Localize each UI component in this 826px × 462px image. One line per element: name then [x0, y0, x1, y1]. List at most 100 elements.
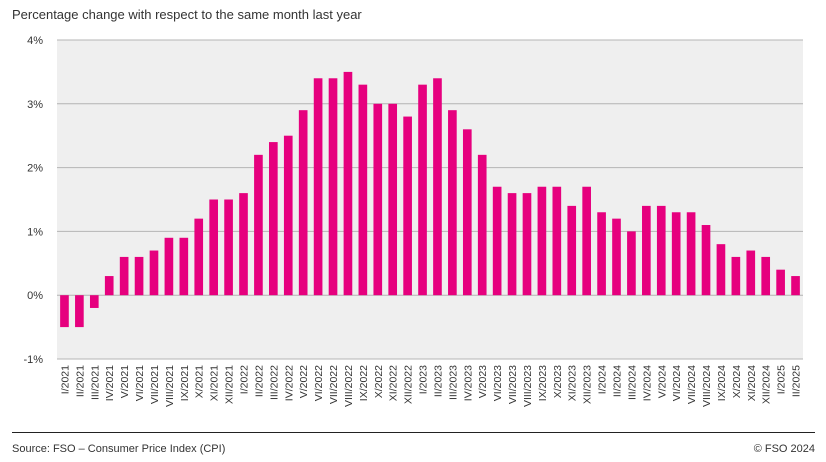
x-tick-label: III/2021 [89, 365, 101, 400]
bar [418, 84, 427, 296]
bar [164, 237, 174, 296]
bar [477, 154, 487, 296]
x-tick-label: X/2022 [373, 365, 385, 398]
x-tick-label: IX/2022 [358, 365, 370, 401]
bar [403, 116, 412, 296]
bar [492, 186, 502, 296]
x-tick-label: VI/2022 [313, 365, 325, 401]
source-note: Source: FSO – Consumer Price Index (CPI) [12, 443, 226, 455]
x-tick-label: I/2023 [418, 365, 430, 394]
x-tick-label: VIII/2024 [701, 365, 713, 407]
x-tick-label: IX/2024 [716, 365, 728, 401]
x-tick-label: V/2021 [119, 365, 131, 398]
bar [627, 231, 636, 296]
x-tick-label: X/2024 [731, 365, 743, 398]
bar [119, 256, 129, 296]
y-axis-tick-labels: -1% 0% 1% 2% 3% 4% [23, 35, 43, 366]
x-tick-label: II/2021 [74, 365, 86, 397]
x-tick-label: III/2022 [268, 365, 280, 400]
x-tick-label: XII/2024 [761, 365, 773, 404]
y-tick-label: 0% [27, 290, 43, 302]
copyright-note: © FSO 2024 [753, 443, 815, 455]
bar [60, 295, 69, 328]
bar [537, 186, 547, 296]
bar [642, 205, 651, 296]
x-tick-label: IV/2023 [462, 365, 474, 401]
bar [791, 276, 800, 296]
footer-divider [12, 432, 815, 433]
bar [552, 186, 562, 296]
cpi-bar-chart: -1%0%1%2%3%4% I/2021 II/2021 III/2021 IV/20… [23, 35, 803, 407]
x-tick-label: X/2021 [194, 365, 206, 398]
bar [358, 84, 368, 296]
x-tick-label: IV/2021 [104, 365, 116, 401]
x-tick-label: X/2023 [552, 365, 564, 398]
bar [224, 199, 233, 296]
y-tick-label: 2% [27, 163, 43, 175]
bar [582, 186, 591, 296]
x-tick-label: I/2025 [776, 365, 788, 394]
x-tick-label: II/2025 [791, 365, 803, 397]
bar [761, 256, 771, 296]
y-tick-label: -1% [23, 354, 43, 366]
bar [283, 135, 293, 296]
bar [269, 142, 278, 296]
x-tick-label: V/2022 [298, 365, 310, 398]
x-tick-label: XI/2022 [388, 365, 400, 401]
x-tick-label: VII/2024 [686, 365, 698, 404]
bar [701, 225, 711, 296]
x-tick-label: VII/2023 [507, 365, 519, 404]
bar [522, 193, 532, 296]
x-tick-label: III/2024 [626, 365, 638, 400]
x-tick-label: XII/2023 [582, 365, 594, 404]
bar [671, 212, 681, 296]
bar [254, 154, 263, 296]
bar [597, 212, 606, 296]
bar [612, 218, 621, 296]
x-axis-tick-labels: I/2021 II/2021 III/2021 IV/2021 V/2021 VI/202… [59, 365, 802, 407]
bar [433, 78, 442, 296]
x-tick-label: XI/2021 [209, 365, 221, 401]
x-tick-label: II/2022 [253, 365, 265, 397]
x-tick-label: XII/2021 [224, 365, 236, 404]
y-tick-label: 4% [27, 35, 43, 47]
plot-area [57, 40, 803, 359]
bar [209, 199, 218, 296]
x-tick-label: IX/2021 [179, 365, 191, 401]
x-tick-label: V/2023 [477, 365, 489, 398]
bar [388, 103, 398, 296]
x-tick-label: VI/2023 [492, 365, 504, 401]
x-tick-label: III/2023 [447, 365, 459, 400]
x-tick-label: VII/2021 [149, 365, 161, 404]
x-tick-label: VIII/2023 [522, 365, 534, 407]
x-tick-label: IV/2024 [641, 365, 653, 401]
x-tick-label: I/2024 [597, 365, 609, 394]
x-tick-label: VI/2021 [134, 365, 146, 401]
bar [343, 71, 353, 296]
y-tick-label: 3% [27, 99, 43, 111]
x-tick-label: VII/2022 [328, 365, 340, 404]
x-tick-label: V/2024 [656, 365, 668, 398]
bar [567, 205, 577, 296]
x-tick-label: XI/2023 [567, 365, 579, 401]
bar [194, 218, 204, 296]
bar [298, 110, 308, 296]
x-tick-label: IV/2022 [283, 365, 295, 401]
bar [716, 244, 726, 296]
x-tick-label: XII/2022 [403, 365, 415, 404]
x-tick-label: I/2022 [239, 365, 251, 394]
bar [75, 295, 84, 328]
x-tick-label: II/2023 [432, 365, 444, 397]
bar [507, 193, 517, 296]
x-tick-label: VIII/2022 [343, 365, 355, 407]
bar [149, 250, 159, 296]
x-tick-label: VIII/2021 [164, 365, 176, 407]
bar [731, 256, 741, 296]
bar [776, 269, 785, 296]
bar [448, 110, 457, 296]
y-tick-label: 1% [27, 226, 43, 238]
bar [179, 237, 189, 296]
x-tick-label: XI/2024 [746, 365, 758, 401]
x-tick-label: I/2021 [59, 365, 71, 394]
bar [313, 78, 323, 296]
